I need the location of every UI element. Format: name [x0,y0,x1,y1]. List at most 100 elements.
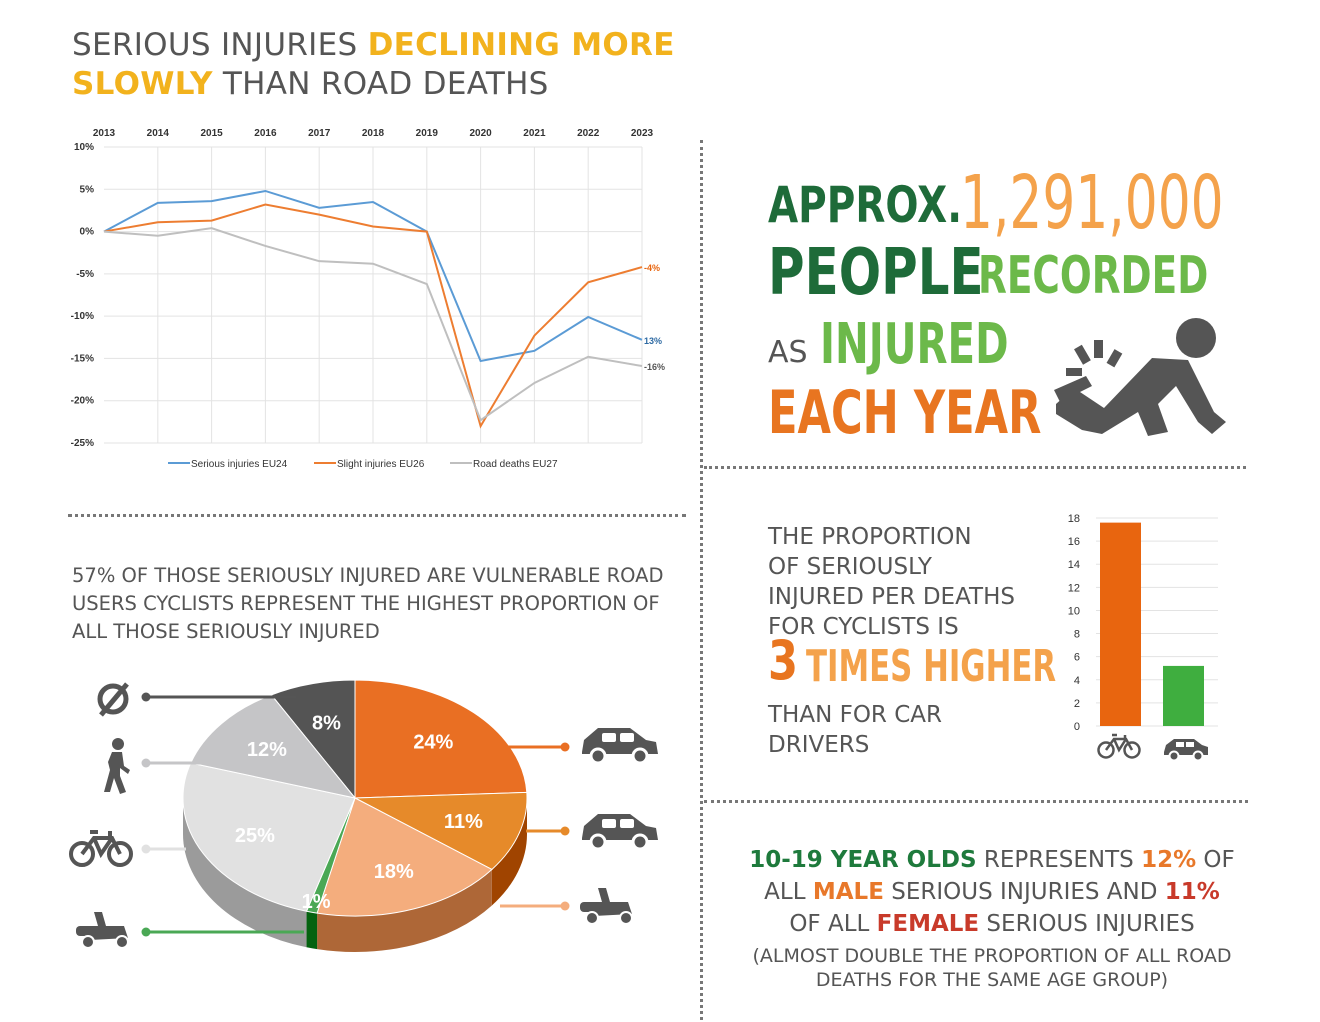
x-tick-label: 2017 [308,128,331,139]
injured-word: INJURED [820,312,1009,377]
y-tick-label: -25% [71,438,94,449]
vru-text: 57% OF THOSE SERIOUSLY INJURED ARE VULNE… [72,564,664,643]
title-part1: SERIOUS INJURIES [72,27,368,63]
series-end-label: -16% [644,362,665,372]
right-divider-top [704,466,1246,469]
left-divider [68,514,686,517]
line-chart-grid [104,146,643,444]
female-word: FEMALE [876,911,980,937]
title-highlight2: SLOWLY [72,66,213,102]
age-text-4: SERIOUS INJURIES AND [883,879,1165,905]
as-word: AS [768,335,808,370]
y-tick-label: -10% [71,311,94,322]
x-tick-label: 2018 [362,128,385,139]
bar [1163,665,1204,726]
pie-slice-side [183,798,307,948]
bar-chart-y-ticks: 0 2 4 6 8 10 12 14 16 18 [1068,513,1080,733]
series-line [103,227,643,422]
x-tick-label: 2015 [200,128,223,139]
bar-y-tick: 0 [1074,721,1080,733]
bar-y-tick: 2 [1074,698,1080,710]
pie-slice [353,791,528,871]
pie-slice-side [317,869,492,952]
series-line [103,203,643,429]
pie-label: 12% [247,739,287,761]
bar-y-tick: 4 [1074,675,1080,687]
pie-slice-side [491,798,527,906]
bar-chart-bars [1100,522,1204,726]
x-tick-label: 2020 [469,128,492,139]
male-word: MALE [812,879,884,905]
age-text-2: OF [1196,847,1235,873]
y-tick-label: -5% [76,269,94,280]
bar-y-tick: 12 [1068,582,1080,594]
female-percent: 11% [1164,879,1220,905]
age-text-3: ALL [764,879,813,905]
pie-label: 24% [413,732,453,754]
proportion-line6: DRIVERS [768,732,870,758]
age-group-text: 10-19 YEAR OLDS REPRESENTS 12% OF ALL MA… [716,844,1268,992]
proportion-line5: THAN FOR CAR [768,702,942,728]
x-tick-label: 2014 [147,128,170,139]
y-tick-label: -15% [71,353,94,364]
proportion-line2: OF SERIOUSLY [768,554,932,580]
x-tick-label: 2022 [577,128,600,139]
each-year-word: EACH YEAR [768,378,1042,448]
pie-label: 18% [374,861,414,883]
pie-leaders [141,692,570,937]
right-divider-bottom [704,800,1248,803]
line-chart-y-ticks: 10% 5% 0% -5% -10% -15% -20% -25% [71,142,94,449]
bar-y-tick: 6 [1074,652,1080,664]
pie-label: 8% [312,713,341,735]
proportion-big-text: TIMES HIGHER [806,641,1057,692]
moped-icon [76,912,129,949]
x-tick-label: 2016 [254,128,277,139]
bar [1100,522,1141,726]
bicycle-icon [69,830,133,867]
leader-dot [560,826,570,836]
approx-label: APPROX. [768,176,962,234]
line-chart: 2013 2014 2015 2016 2017 2018 2019 2020 2021 2022… [71,128,665,470]
car-icon [582,814,658,851]
y-tick-label: 5% [80,184,95,195]
pie-slice [182,762,356,912]
recorded-word: RECORDED [978,246,1209,306]
legend-label: Road deaths EU27 [473,459,558,470]
bicycle-icon [1097,733,1141,759]
page-title: SERIOUS INJURIES DECLINING MORE SLOWLY T… [72,26,682,104]
pie-label: 25% [235,825,275,847]
age-text-6: SERIOUS INJURIES [979,911,1195,937]
proportion-highlight: 3 TIMES HIGHER [768,629,1068,700]
injured-person-icon [1054,318,1226,436]
proportion-line1: THE PROPORTION [768,524,972,550]
injured-number: 1,291,000 [960,160,1224,246]
bar-y-tick: 14 [1068,559,1080,571]
line-chart-series: 13% -4% -16% [103,189,665,429]
leader-dot [141,927,151,937]
pie-slice [316,797,493,917]
car-icon [1164,739,1208,762]
proportion-line3: INJURED PER DEATHS [768,584,1015,610]
pie-slice [354,679,528,799]
proportion-big-number: 3 [768,629,799,692]
legend-label: Slight injuries EU26 [337,459,425,470]
moped-icon [580,888,633,925]
series-end-label: 13% [644,336,662,346]
age-text-5: OF ALL [789,911,877,937]
leader-dot [141,758,151,768]
no-sign-icon [97,682,129,717]
y-tick-label: 10% [74,142,94,153]
car-icon [582,728,658,765]
people-word: PEOPLE [768,236,984,310]
pie-depth [183,798,527,952]
pie-label: 1% [302,891,331,913]
bar-y-tick: 8 [1074,629,1080,641]
x-tick-label: 2023 [631,128,654,139]
y-tick-label: -20% [71,396,94,407]
approx-word: APPROX. [768,176,963,234]
pie-label: 11% [444,811,483,833]
proportion-text: THE PROPORTION OF SERIOUSLY INJURED PER … [768,522,1068,760]
vertical-divider [700,140,703,1020]
age-subtext: (ALMOST DOUBLE THE PROPORTION OF ALL ROA… [752,945,1232,991]
title-highlight1: DECLINING MORE [367,27,675,63]
